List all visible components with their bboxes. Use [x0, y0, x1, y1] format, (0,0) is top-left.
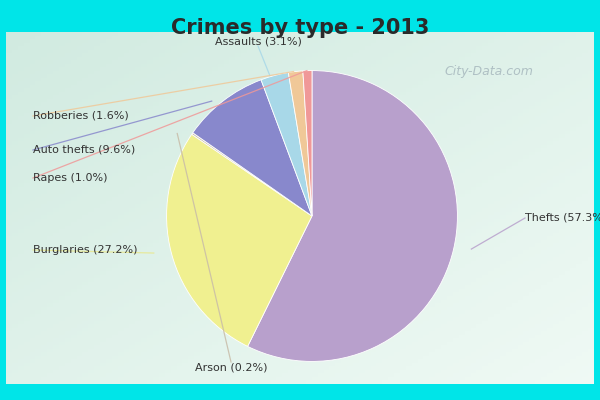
- Text: Robberies (1.6%): Robberies (1.6%): [33, 111, 129, 121]
- Wedge shape: [248, 70, 457, 362]
- Wedge shape: [261, 72, 312, 216]
- Wedge shape: [193, 80, 312, 216]
- Text: City-Data.com: City-Data.com: [445, 66, 533, 78]
- Wedge shape: [303, 70, 312, 216]
- Text: Auto thefts (9.6%): Auto thefts (9.6%): [33, 145, 135, 155]
- Text: Arson (0.2%): Arson (0.2%): [195, 362, 267, 372]
- Wedge shape: [167, 134, 312, 346]
- Text: Thefts (57.3%): Thefts (57.3%): [525, 213, 600, 223]
- Text: Burglaries (27.2%): Burglaries (27.2%): [33, 245, 137, 255]
- Text: Rapes (1.0%): Rapes (1.0%): [33, 173, 107, 183]
- Wedge shape: [289, 71, 312, 216]
- Wedge shape: [192, 133, 312, 216]
- Text: Crimes by type - 2013: Crimes by type - 2013: [171, 18, 429, 38]
- Text: Assaults (3.1%): Assaults (3.1%): [215, 36, 301, 46]
